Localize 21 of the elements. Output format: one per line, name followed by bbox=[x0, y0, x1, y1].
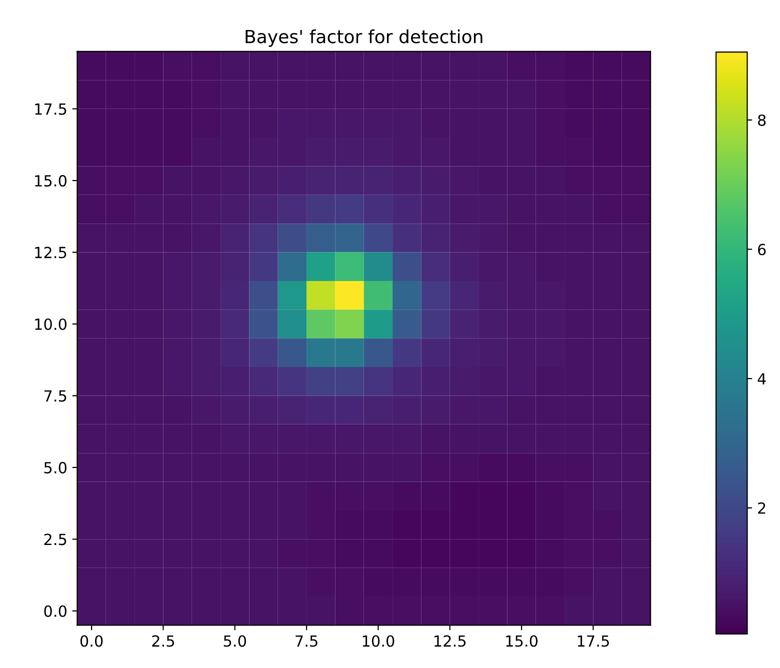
x-tick-label: 15.0 bbox=[506, 635, 538, 647]
y-tick-label: 17.5 bbox=[35, 103, 66, 115]
color-bar-label: 6 bbox=[758, 244, 766, 256]
x-tick-label: 0.0 bbox=[80, 635, 103, 647]
y-tick-label: 12.5 bbox=[35, 246, 66, 258]
x-tick-label: 2.5 bbox=[152, 635, 174, 647]
y-tick-label: 2.5 bbox=[44, 534, 66, 546]
y-tick-label: 7.5 bbox=[44, 390, 66, 402]
color-bar-label: 4 bbox=[758, 373, 766, 384]
color-bar-label: 8 bbox=[758, 114, 766, 126]
x-tick-label: 7.5 bbox=[296, 635, 318, 647]
x-tick-label: 10.0 bbox=[362, 635, 394, 647]
x-tick-label: 17.5 bbox=[578, 635, 609, 647]
x-tick-label: 5.0 bbox=[224, 635, 246, 647]
color-bar-label: 2 bbox=[758, 502, 766, 514]
chart-title: Bayes' factor for detection bbox=[246, 29, 482, 47]
x-tick-label: 12.5 bbox=[434, 635, 466, 647]
y-tick-label: 15.0 bbox=[35, 175, 66, 187]
y-tick-label: 5.0 bbox=[44, 462, 66, 474]
y-tick-label: 0.0 bbox=[44, 605, 66, 617]
y-tick-label: 10.0 bbox=[35, 318, 66, 330]
